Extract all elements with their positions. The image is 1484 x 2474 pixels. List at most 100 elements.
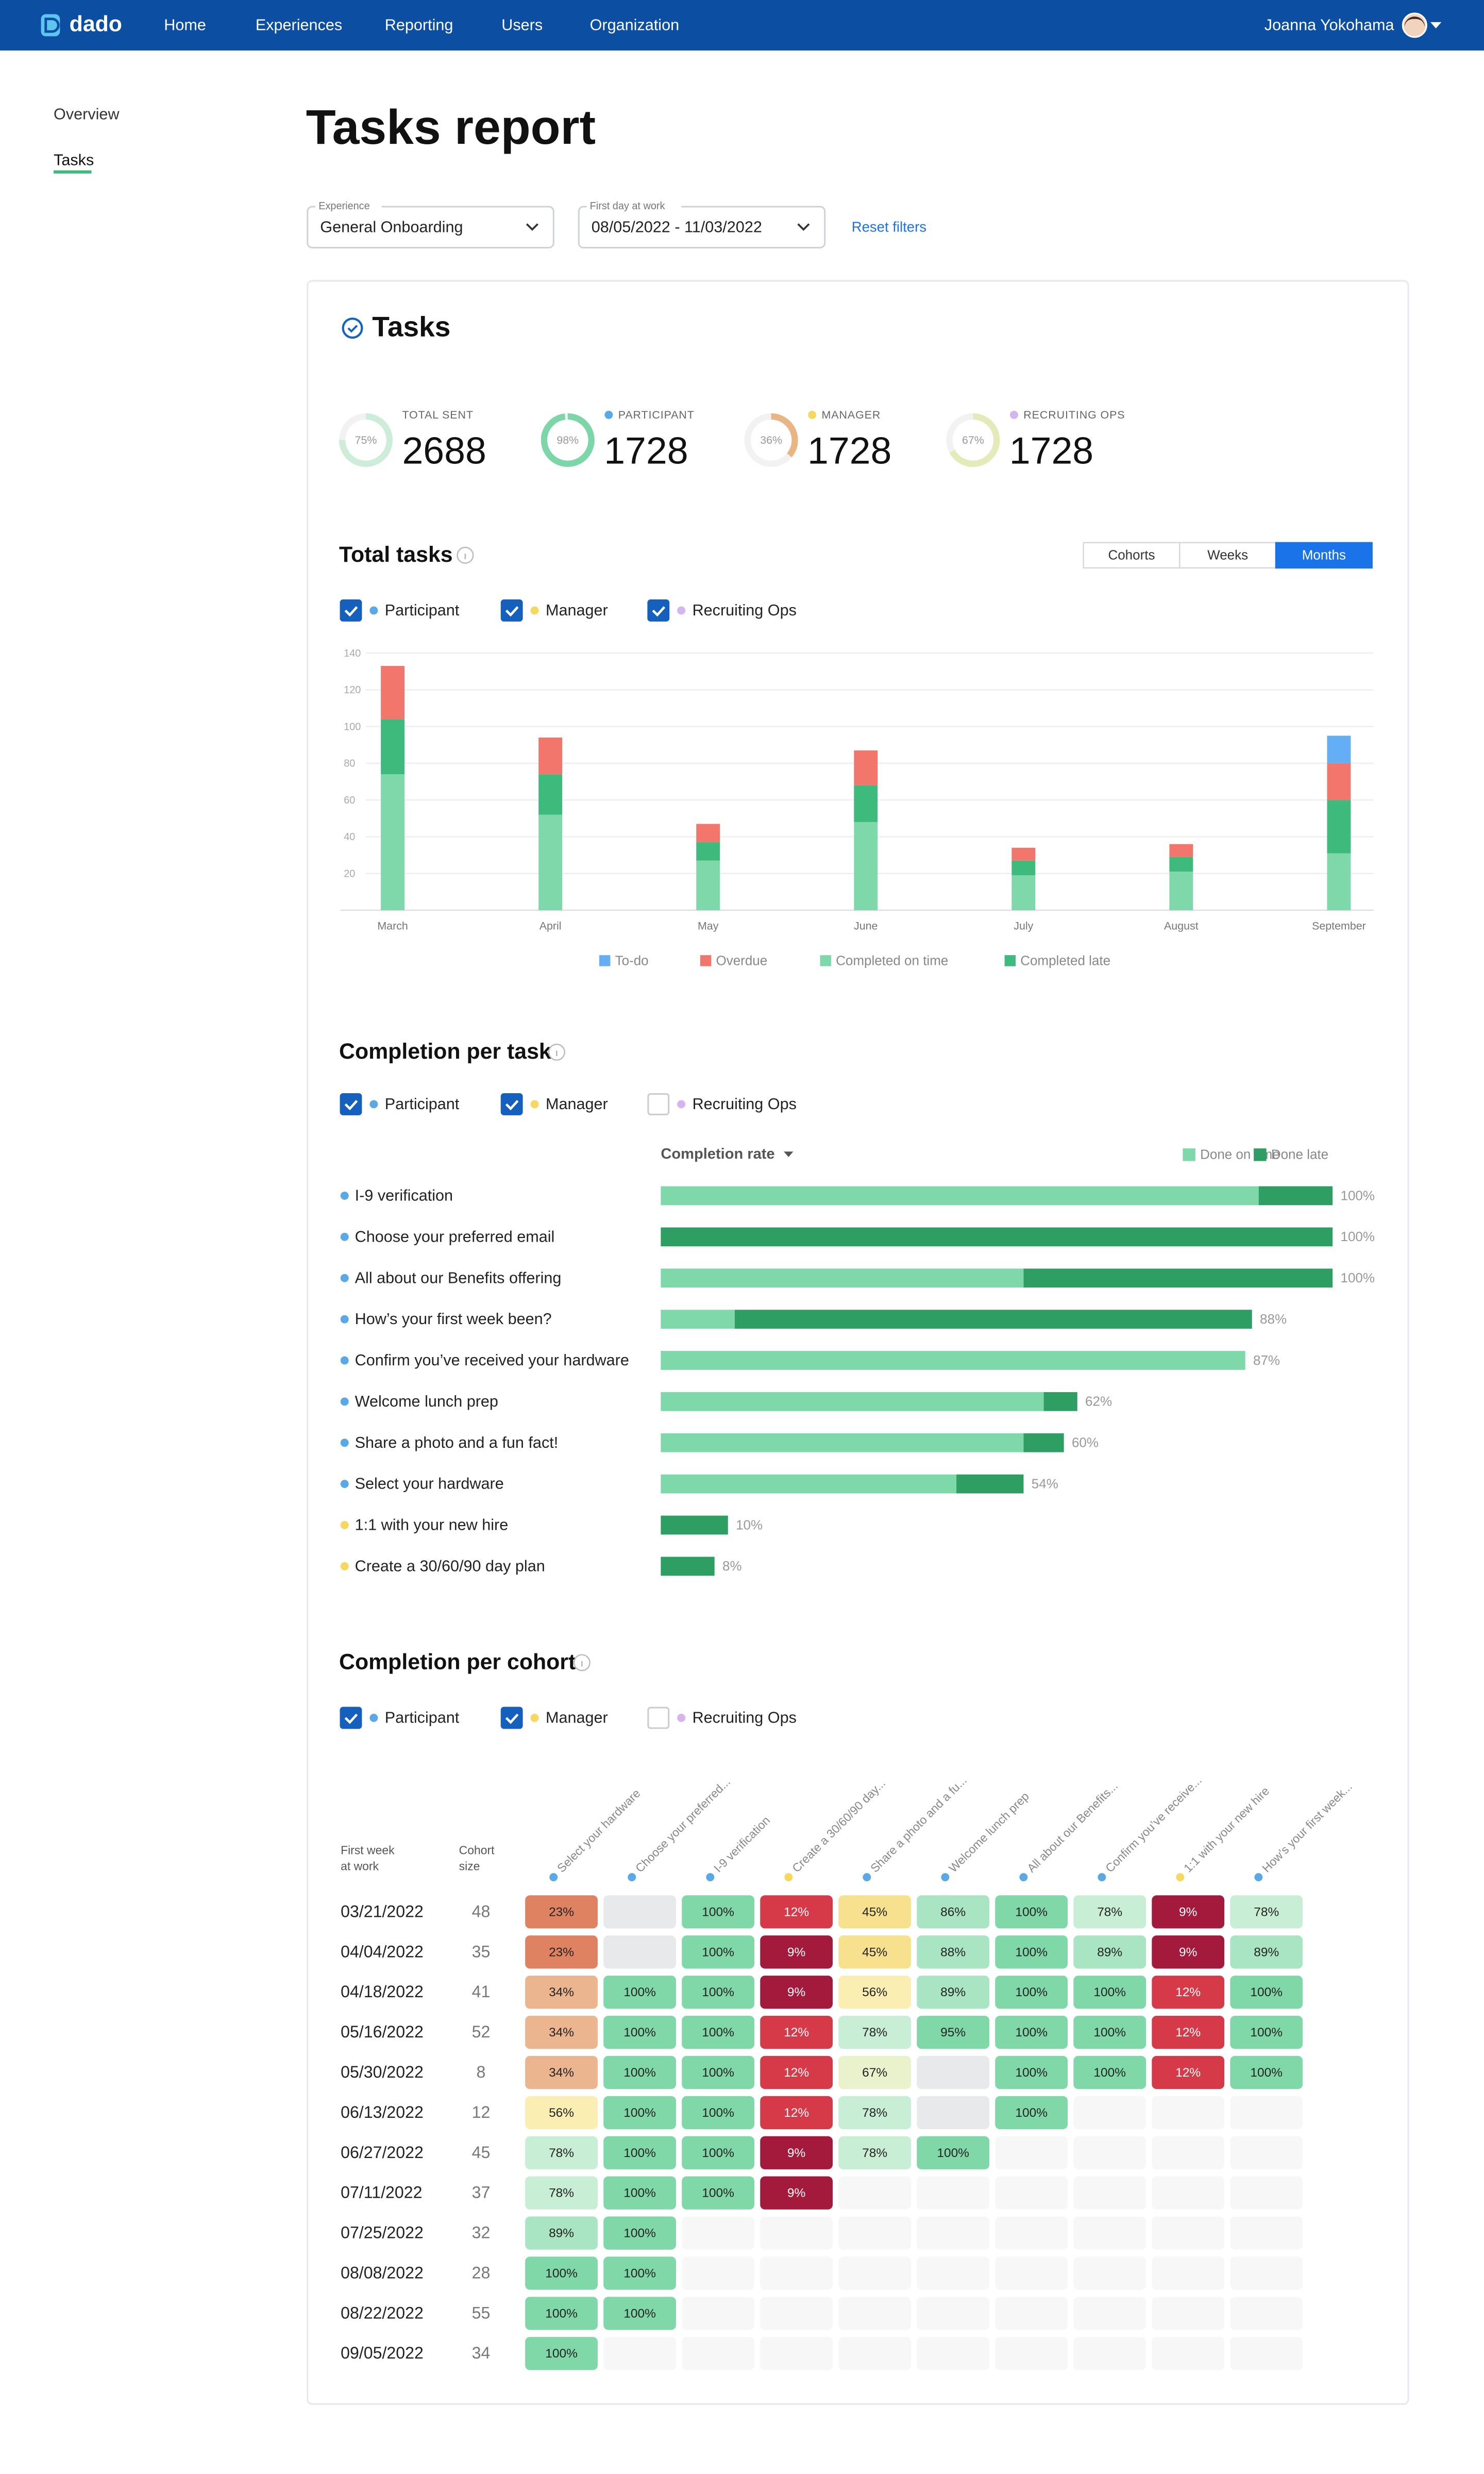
legend-dot — [369, 1714, 378, 1722]
nav-link[interactable]: Reporting — [385, 16, 453, 34]
heat-cell-label: 78% — [1097, 1905, 1122, 1919]
heat-cell-label: 12% — [784, 2066, 809, 2080]
column-dot — [549, 1873, 558, 1882]
view-toggle[interactable] — [1179, 542, 1277, 569]
view-toggle[interactable] — [1275, 542, 1373, 569]
checkbox-check — [344, 1713, 358, 1724]
checkbox[interactable] — [500, 1707, 523, 1729]
chevron — [797, 223, 810, 231]
heat-cell-label: 34% — [549, 2026, 574, 2040]
filter-option[interactable]: Manager — [546, 1709, 608, 1727]
filter-option[interactable]: Participant — [385, 601, 460, 619]
heat-cell-empty — [760, 2337, 833, 2370]
kpi-label: MANAGER — [822, 409, 881, 421]
checkbox[interactable] — [340, 1093, 362, 1115]
cohort-size: 55 — [472, 2303, 491, 2322]
heat-cell-label: 100% — [1093, 2026, 1126, 2040]
filter-option[interactable]: Recruiting Ops — [693, 1095, 797, 1113]
heat-cell-empty — [995, 2176, 1068, 2210]
tasks-icon-check — [347, 325, 358, 333]
checkbox[interactable] — [340, 1707, 362, 1729]
filter-select[interactable] — [307, 206, 554, 249]
card-title: Tasks — [372, 311, 450, 343]
sidebar-link[interactable]: Overview — [54, 106, 120, 123]
view-toggle-label[interactable]: Weeks — [1207, 547, 1248, 563]
logo[interactable]: dado — [70, 11, 122, 36]
x-tick-label: July — [1014, 920, 1033, 932]
filter-option[interactable]: Manager — [546, 1095, 608, 1113]
heat-cell — [1152, 1895, 1225, 1929]
checkbox[interactable] — [647, 599, 670, 622]
legend-dot — [677, 1100, 686, 1109]
heat-cell-label: 34% — [549, 2066, 574, 2080]
user-caret[interactable] — [1430, 22, 1442, 29]
heat-cell — [682, 1895, 754, 1929]
heat-cell-label: 12% — [1175, 2026, 1201, 2040]
bar-segment — [696, 842, 720, 861]
sort-control[interactable]: Completion rate — [661, 1146, 774, 1162]
checkbox[interactable] — [500, 1093, 523, 1115]
heat-cell-empty — [603, 2337, 676, 2370]
reset-filters-link[interactable]: Reset filters — [852, 219, 926, 235]
filter-option[interactable]: Recruiting Ops — [693, 601, 797, 619]
column-dot — [706, 1873, 715, 1882]
cohort-week: 05/16/2022 — [341, 2022, 424, 2041]
heat-cell-label: 88% — [940, 1945, 966, 1959]
heat-cell-label: 100% — [702, 1985, 734, 1999]
nav-link[interactable]: Home — [164, 16, 206, 34]
checkbox[interactable] — [500, 599, 523, 622]
section-title: Completion per cohort — [339, 1650, 576, 1675]
sidebar-link[interactable]: Tasks — [54, 151, 94, 169]
checkbox[interactable] — [340, 599, 362, 622]
heat-cell-empty — [1152, 2297, 1225, 2330]
y-tick-label: 100 — [344, 721, 361, 732]
heat-cell-label: 100% — [1093, 1985, 1126, 1999]
filter-option[interactable]: Manager — [546, 601, 608, 619]
heat-cell — [603, 2096, 676, 2130]
filter-select[interactable] — [578, 206, 826, 249]
heat-cell — [995, 1935, 1068, 1969]
legend-dot — [677, 1714, 686, 1722]
heat-cell-empty — [1152, 2176, 1225, 2210]
heat-cell — [603, 2015, 676, 2049]
filter-value: General Onboarding — [320, 218, 463, 236]
cohort-week: 04/04/2022 — [341, 1942, 424, 1961]
nav-link[interactable]: Users — [501, 16, 543, 34]
view-toggle-label[interactable]: Months — [1302, 547, 1346, 563]
heat-cell-label: 12% — [1175, 1985, 1201, 1999]
nav-link[interactable]: Organization — [590, 16, 679, 34]
bar-total-label: 87% — [1253, 1352, 1280, 1368]
bar-total-label: 8% — [722, 1558, 742, 1574]
heat-cell-empty — [917, 2337, 990, 2370]
heat-cell-label: 100% — [1015, 1905, 1048, 1919]
user-name[interactable]: Joanna Yokohama — [1264, 16, 1395, 34]
card — [307, 280, 1409, 2405]
heat-cell-label: 78% — [862, 2146, 887, 2160]
bar-late — [1043, 1392, 1077, 1411]
task-name: I-9 verification — [355, 1187, 453, 1205]
heat-cell — [838, 2015, 912, 2049]
kpi-percent: 67% — [962, 434, 984, 446]
checkbox[interactable] — [647, 1093, 670, 1115]
view-toggle[interactable] — [1083, 542, 1181, 569]
filter-option[interactable]: Recruiting Ops — [693, 1709, 797, 1727]
task-name: Select your hardware — [355, 1475, 504, 1493]
heat-cell-label: 100% — [1015, 1985, 1048, 1999]
nav-link[interactable]: Experiences — [256, 16, 342, 34]
bar-segment — [854, 822, 878, 910]
filter-option[interactable]: Participant — [385, 1095, 460, 1113]
bar-on-time — [661, 1268, 1024, 1288]
sort-caret[interactable] — [784, 1151, 794, 1157]
heat-cell-empty — [1073, 2096, 1146, 2130]
task-dot — [340, 1439, 349, 1447]
heat-cell-label: 23% — [549, 1905, 574, 1919]
checkbox[interactable] — [647, 1707, 670, 1729]
filter-option[interactable]: Participant — [385, 1709, 460, 1727]
view-toggle-label[interactable]: Cohorts — [1108, 547, 1155, 563]
heat-cell-empty — [995, 2337, 1068, 2370]
legend-label: Done late — [1271, 1147, 1328, 1162]
cohort-size: 48 — [472, 1902, 491, 1920]
bar-on-time — [661, 1474, 957, 1494]
task-name: 1:1 with your new hire — [355, 1516, 509, 1534]
